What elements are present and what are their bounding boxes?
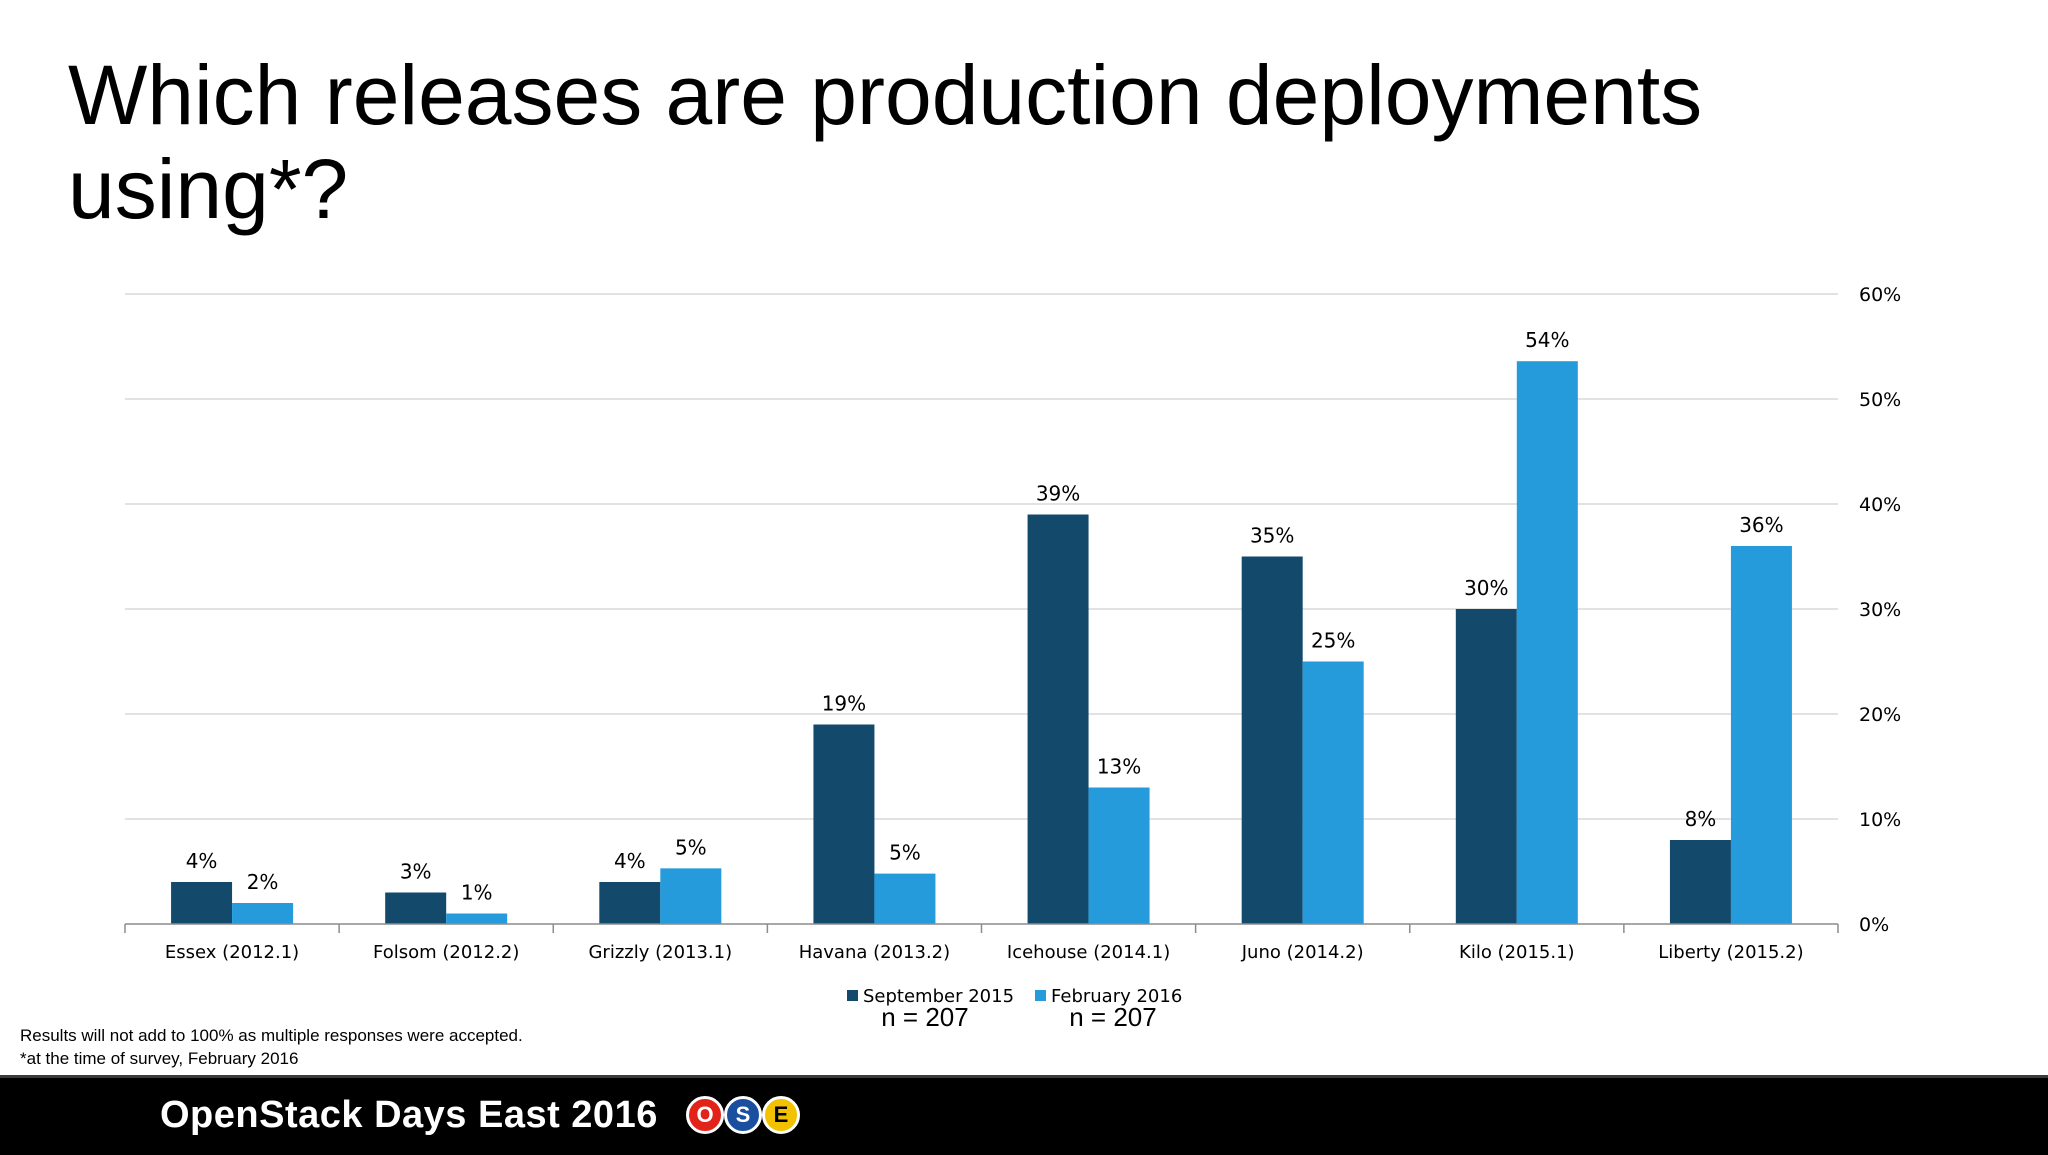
data-label: 25% xyxy=(1311,629,1355,653)
data-label: 4% xyxy=(614,849,646,873)
bar-feb-2016 xyxy=(1302,661,1364,924)
y-tick-label: 60% xyxy=(1859,284,1901,306)
y-tick-label: 50% xyxy=(1859,389,1901,411)
x-tick-label: Grizzly (2013.1) xyxy=(588,942,732,963)
x-tick-label: Essex (2012.1) xyxy=(165,942,299,963)
y-tick-label: 20% xyxy=(1859,704,1901,726)
y-tick-label: 30% xyxy=(1859,599,1901,621)
note-multiple-responses: Results will not add to 100% as multiple… xyxy=(20,1026,523,1045)
bar-sep-2015 xyxy=(385,892,447,924)
legend-label: September 2015 xyxy=(863,986,1014,1007)
x-tick-label: Havana (2013.2) xyxy=(799,942,950,963)
data-label: 35% xyxy=(1250,524,1294,548)
bar-feb-2016 xyxy=(874,873,936,924)
data-label: 5% xyxy=(675,835,707,859)
data-label: 36% xyxy=(1739,513,1783,537)
data-label: 54% xyxy=(1525,328,1569,352)
bar-feb-2016 xyxy=(1730,546,1792,924)
data-label: 1% xyxy=(461,881,493,905)
y-tick-label: 0% xyxy=(1859,914,1889,936)
x-tick-label: Liberty (2015.2) xyxy=(1658,942,1803,963)
data-label: 30% xyxy=(1464,576,1508,600)
x-tick-label: Juno (2014.2) xyxy=(1241,942,1364,963)
footer-bar: OpenStack Days East 2016 O S E xyxy=(0,1075,2048,1155)
gridlines xyxy=(125,293,1838,820)
y-tick-label: 10% xyxy=(1859,809,1901,831)
bar-feb-2016 xyxy=(446,913,508,924)
sample-size-label: n = 207 xyxy=(881,1002,968,1032)
data-label: 4% xyxy=(186,849,218,873)
bar-feb-2016 xyxy=(1516,361,1578,924)
sample-size-label: n = 207 xyxy=(1069,1002,1156,1032)
ose-logo-o-icon: O xyxy=(686,1096,724,1134)
x-tick-label: Icehouse (2014.1) xyxy=(1007,942,1170,963)
footer-event-name: OpenStack Days East 2016 xyxy=(160,1094,658,1136)
bar-feb-2016 xyxy=(1088,787,1150,924)
data-label: 3% xyxy=(400,860,432,884)
data-label: 2% xyxy=(247,870,279,894)
bar-sep-2015 xyxy=(1669,840,1731,924)
bar-sep-2015 xyxy=(813,724,875,924)
bar-sep-2015 xyxy=(599,882,661,924)
bar-feb-2016 xyxy=(660,868,722,924)
bar-sep-2015 xyxy=(1027,514,1089,924)
bar-sep-2015 xyxy=(171,882,233,924)
legend-swatch xyxy=(847,990,858,1001)
bars xyxy=(171,361,1792,924)
data-label: 19% xyxy=(822,692,866,716)
data-label: 13% xyxy=(1097,755,1141,779)
data-label: 39% xyxy=(1036,482,1080,506)
bar-sep-2015 xyxy=(1241,556,1303,924)
note-survey-time: *at the time of survey, February 2016 xyxy=(20,1049,299,1068)
legend-swatch xyxy=(1035,990,1046,1001)
ose-logo-s-icon: S xyxy=(724,1096,762,1134)
bar-feb-2016 xyxy=(232,903,294,924)
ose-logo-e-icon: E xyxy=(762,1096,800,1134)
axes: 0% 10% 20% 30% 40% 50% 60% Essex (2012.1) Folsom… xyxy=(124,284,1901,963)
bar-chart: 4% 2% 3% 1% 4% 5% 19% 5% 39% 13% 35% 25% 30% 54% 8% 36%… xyxy=(124,284,1901,1032)
data-label: 5% xyxy=(889,841,921,865)
data-label: 8% xyxy=(1685,807,1717,831)
bar-sep-2015 xyxy=(1455,609,1517,924)
legend-label: February 2016 xyxy=(1051,986,1182,1007)
x-tick-label: Kilo (2015.1) xyxy=(1459,942,1575,963)
slide-title: Which releases are production deployment… xyxy=(68,48,1703,236)
data-labels: 4% 2% 3% 1% 4% 5% 19% 5% 39% 13% 35% 25% 30% 54% 8% 36% xyxy=(186,328,1784,904)
y-tick-label: 40% xyxy=(1859,494,1901,516)
x-tick-label: Folsom (2012.2) xyxy=(373,942,519,963)
